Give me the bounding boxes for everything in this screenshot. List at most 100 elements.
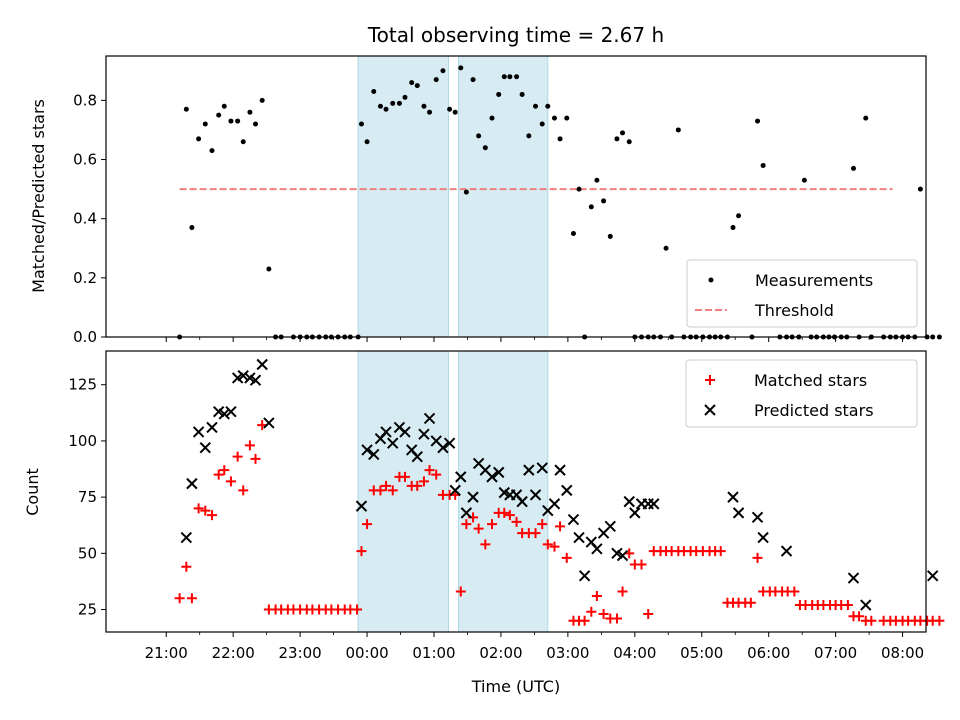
measurements-point xyxy=(755,118,761,124)
matched-stars-point xyxy=(238,485,249,496)
x-tick-label: 07:00 xyxy=(814,644,857,662)
measurements-point xyxy=(209,148,215,154)
measurements-point xyxy=(463,189,469,195)
measurements-point xyxy=(730,225,736,231)
observing-window-2 xyxy=(458,55,549,338)
measurements-point xyxy=(427,109,433,115)
measurements-point xyxy=(259,97,265,103)
measurements-point xyxy=(252,121,258,127)
predicted-stars-point xyxy=(648,498,660,510)
matched-stars-point xyxy=(611,613,622,624)
predicted-stars-point xyxy=(199,441,212,454)
predicted-stars-point xyxy=(727,491,739,503)
predicted-stars-point xyxy=(180,531,193,544)
predicted-stars-point xyxy=(249,374,262,386)
matched-stars-point xyxy=(854,611,865,622)
measurements-point xyxy=(514,74,520,80)
predicted-stars-point xyxy=(380,426,392,438)
predicted-stars-point xyxy=(368,448,380,461)
predicted-stars-point xyxy=(263,417,275,429)
y-tick-label: 25 xyxy=(78,601,97,619)
matched-stars-point xyxy=(511,516,522,527)
bottom-y-axis-label: Count xyxy=(23,468,42,516)
predicted-stars-point xyxy=(591,543,603,555)
measurements-point xyxy=(247,109,253,115)
predicted-stars-point xyxy=(629,507,641,519)
matched-stars-point xyxy=(362,519,373,530)
predicted-stars-point xyxy=(578,570,591,582)
measurements-point xyxy=(936,334,942,340)
matched-stars-point xyxy=(174,593,185,604)
legend-marker xyxy=(705,375,715,385)
predicted-stars-point xyxy=(554,464,566,476)
measurements-point xyxy=(539,121,545,127)
matched-stars-point xyxy=(431,469,442,480)
predicted-stars-point xyxy=(418,428,430,440)
matched-stars-point xyxy=(745,597,756,608)
measurements-point xyxy=(930,334,936,340)
measurements-point xyxy=(917,186,923,192)
x-tick-label: 06:00 xyxy=(747,644,790,662)
matched-stars-point xyxy=(206,510,217,521)
measurements-point xyxy=(476,133,482,139)
predicted-stars-point xyxy=(780,545,793,557)
measurements-point xyxy=(601,198,607,204)
matched-stars-point xyxy=(480,539,491,550)
legend-box xyxy=(686,259,918,328)
matched-stars-point xyxy=(219,465,230,476)
predicted-stars-point xyxy=(460,507,473,519)
y-tick-label: 0.6 xyxy=(73,151,97,169)
predicted-stars-point xyxy=(616,549,629,562)
matched-stars-point xyxy=(586,606,597,617)
matched-stars-point xyxy=(504,510,515,521)
measurements-point xyxy=(496,91,502,97)
measurements-point xyxy=(626,139,632,145)
matched-stars-point xyxy=(225,476,236,487)
predicted-stars-point xyxy=(516,495,528,508)
measurements-point xyxy=(489,115,495,121)
legend-box xyxy=(685,359,918,428)
x-tick-label: 08:00 xyxy=(881,644,924,662)
predicted-stars-point xyxy=(218,408,230,420)
matched-stars-point xyxy=(487,519,498,530)
predicted-stars-point xyxy=(225,405,237,418)
x-tick-label: 01:00 xyxy=(412,644,455,662)
predicted-stars-point xyxy=(529,489,542,501)
predicted-stars-point xyxy=(751,511,764,524)
predicted-stars-point xyxy=(523,464,535,476)
measurements-point xyxy=(526,133,532,139)
chart-title: Total observing time = 2.67 h xyxy=(367,23,664,47)
x-axis-label: Time (UTC) xyxy=(471,677,560,696)
matched-stars-point xyxy=(473,523,484,534)
predicted-stars-point xyxy=(860,599,872,611)
matched-stars-point xyxy=(530,528,541,539)
matched-stars-point xyxy=(842,600,853,611)
predicted-stars-point xyxy=(492,466,505,479)
predicted-stars-point xyxy=(186,477,198,490)
predicted-stars-point xyxy=(623,495,635,508)
y-tick-label: 0.2 xyxy=(73,269,97,287)
measurements-point xyxy=(760,162,766,168)
matched-stars-point xyxy=(549,541,560,552)
measurements-point xyxy=(588,204,594,210)
predicted-stars-point xyxy=(443,437,456,449)
matched-stars-point xyxy=(579,615,590,626)
predicted-stars-point xyxy=(486,471,498,483)
matched-stars-point xyxy=(352,604,363,615)
measurements-point xyxy=(266,266,272,272)
measurements-point xyxy=(421,103,427,109)
predicted-stars-point xyxy=(455,471,467,483)
measurements-point xyxy=(396,100,402,106)
matched-stars-point xyxy=(561,552,572,563)
predicted-stars-point xyxy=(237,370,249,382)
predicted-stars-point xyxy=(355,500,368,512)
matched-stars-point xyxy=(181,561,192,572)
x-tick-label: 03:00 xyxy=(546,644,589,662)
predicted-stars-point xyxy=(573,531,585,544)
matched-stars-point xyxy=(418,476,429,487)
plot-frame xyxy=(105,55,927,338)
legend-label: Matched stars xyxy=(754,371,867,390)
matched-stars-point xyxy=(193,503,204,514)
matched-stars-point xyxy=(412,480,423,491)
